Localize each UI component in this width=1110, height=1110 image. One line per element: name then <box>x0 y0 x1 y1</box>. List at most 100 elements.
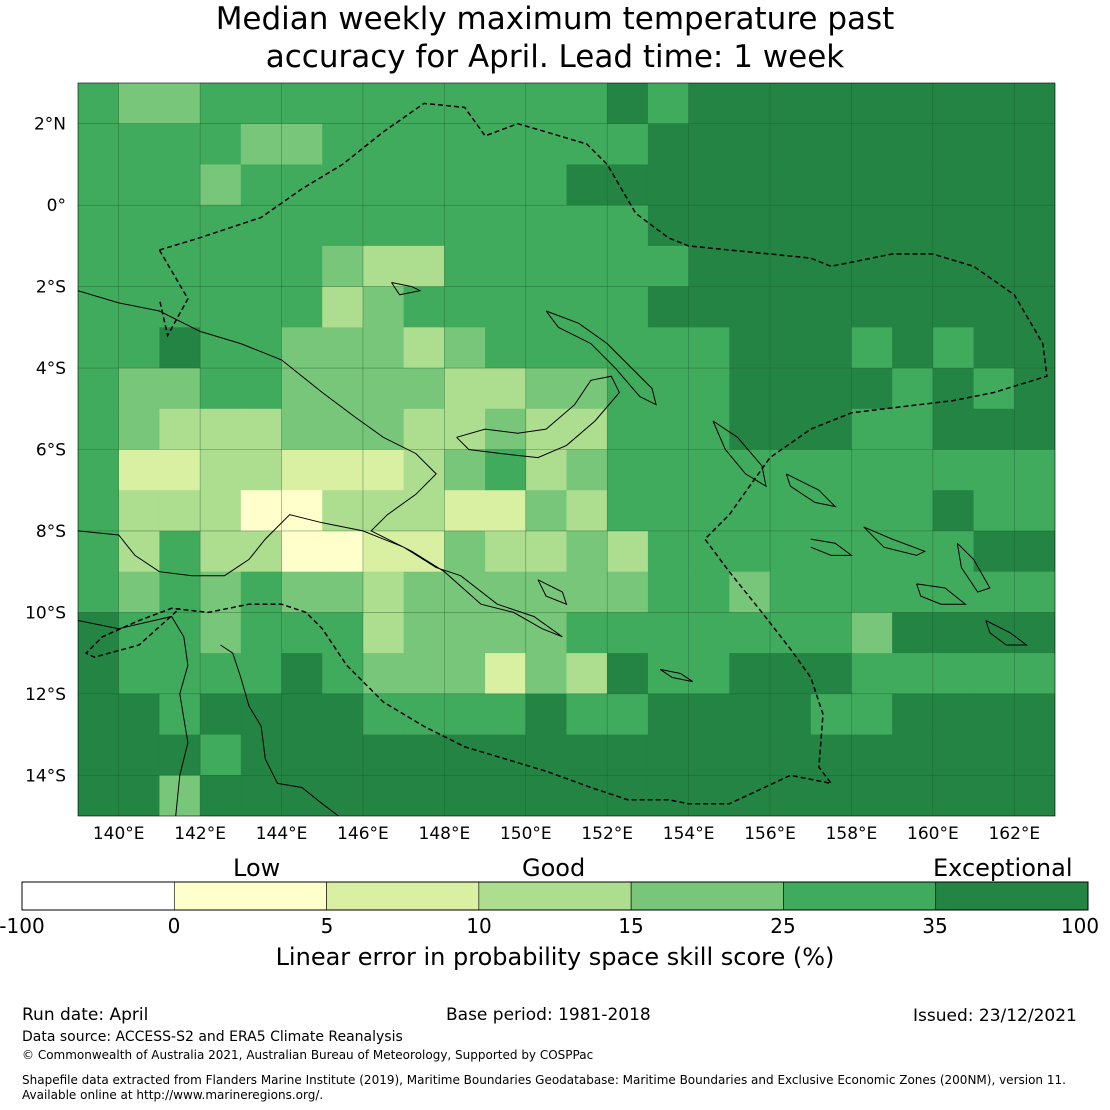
grid-cell <box>1014 449 1055 491</box>
grid-cell <box>729 408 771 450</box>
grid-cell <box>607 83 649 125</box>
grid-cell <box>810 83 852 125</box>
grid-cell <box>159 571 201 613</box>
grid-cell <box>281 693 323 736</box>
grid-cell <box>118 530 160 573</box>
grid-cell <box>647 449 690 491</box>
grid-cell <box>525 245 567 288</box>
grid-cell <box>78 490 120 532</box>
grid-cell <box>281 408 323 450</box>
grid-cell <box>78 83 120 125</box>
grid-cell <box>200 449 242 491</box>
grid-cell <box>770 327 812 369</box>
grid-cell <box>607 653 649 695</box>
grid-cell <box>281 368 323 410</box>
grid-cell <box>525 205 567 247</box>
grid-cell <box>973 571 1015 613</box>
grid-cell <box>78 286 120 328</box>
grid-cell <box>200 245 242 288</box>
grid-cell <box>322 123 364 165</box>
grid-cell <box>973 612 1015 654</box>
grid-cell <box>647 123 690 165</box>
grid-cell <box>118 693 160 736</box>
grid-cell <box>647 245 690 288</box>
grid-cell <box>322 245 364 288</box>
latitude-label: 4°S <box>36 359 66 379</box>
grid-cell <box>729 327 771 369</box>
grid-cell <box>240 653 283 695</box>
grid-cell <box>444 327 486 369</box>
grid-cell <box>851 83 893 125</box>
grid-cell <box>403 653 445 695</box>
data-source: Data source: ACCESS-S2 and ERA5 Climate … <box>22 1029 403 1045</box>
grid-cell <box>688 775 730 816</box>
grid-cell <box>281 327 323 369</box>
longitude-label: 150°E <box>500 824 552 844</box>
grid-cell <box>200 83 242 125</box>
coastline <box>537 579 568 606</box>
grid-cell <box>973 653 1015 695</box>
grid-cell <box>362 205 405 247</box>
grid-cell <box>240 123 283 165</box>
grid-cell <box>973 530 1015 573</box>
grid-cell <box>688 164 730 206</box>
grid-cell <box>688 490 730 532</box>
grid-cell <box>362 653 405 695</box>
grid-cell <box>525 368 567 410</box>
grid-cell <box>892 693 934 736</box>
map-area <box>78 83 1055 816</box>
grid-cell <box>485 693 527 736</box>
grid-cell <box>362 123 405 165</box>
latitude-label: 12°S <box>25 685 66 705</box>
grid-cell <box>566 571 608 613</box>
grid-cell <box>118 245 160 288</box>
grid-cell <box>973 286 1015 328</box>
coastlines <box>78 282 1029 816</box>
grid-cell <box>322 775 364 816</box>
grid-cell <box>78 368 120 410</box>
grid-cell <box>932 490 975 532</box>
grid-cell <box>566 530 608 573</box>
grid-cell <box>770 83 812 125</box>
colorbar-tick: 0 <box>167 914 181 938</box>
longitude-label: 144°E <box>256 824 308 844</box>
grid-cell <box>78 653 120 695</box>
run-date: Run date: April <box>22 1005 149 1025</box>
grid-cell <box>159 734 201 776</box>
grid-cell <box>485 775 527 816</box>
grid-cell <box>240 286 283 328</box>
grid-cell <box>810 205 852 247</box>
grid-cell <box>240 327 283 369</box>
grid-cell <box>892 164 934 206</box>
grid-cell <box>647 612 690 654</box>
grid-cell <box>932 530 975 573</box>
grid-cell <box>851 490 893 532</box>
longitude-label: 142°E <box>174 824 226 844</box>
colorbar-bin <box>935 881 1089 911</box>
grid-cell <box>932 286 975 328</box>
grid-cell <box>1014 83 1055 125</box>
grid-cell <box>607 164 649 206</box>
grid-cell <box>851 205 893 247</box>
grid-cell <box>444 653 486 695</box>
colorbar-tick: 100 <box>1060 914 1100 938</box>
grid-cell <box>322 571 364 613</box>
grid-cell <box>932 734 975 776</box>
grid-cell <box>729 734 771 776</box>
grid-cell <box>200 368 242 410</box>
grid-cell <box>770 571 812 613</box>
grid-cell <box>607 490 649 532</box>
grid-cell <box>240 83 283 125</box>
grid-cell <box>444 286 486 328</box>
grid-cell <box>1014 408 1055 450</box>
grid-cell <box>78 775 120 816</box>
grid-cell <box>892 286 934 328</box>
grid-cell <box>525 286 567 328</box>
category-exceptional: Exceptional <box>933 854 1073 882</box>
grid-cell <box>444 245 486 288</box>
grid-cell <box>362 734 405 776</box>
grid-cell <box>159 83 201 125</box>
grid-cell <box>118 205 160 247</box>
grid-cell <box>973 164 1015 206</box>
grid-cell <box>362 449 405 491</box>
